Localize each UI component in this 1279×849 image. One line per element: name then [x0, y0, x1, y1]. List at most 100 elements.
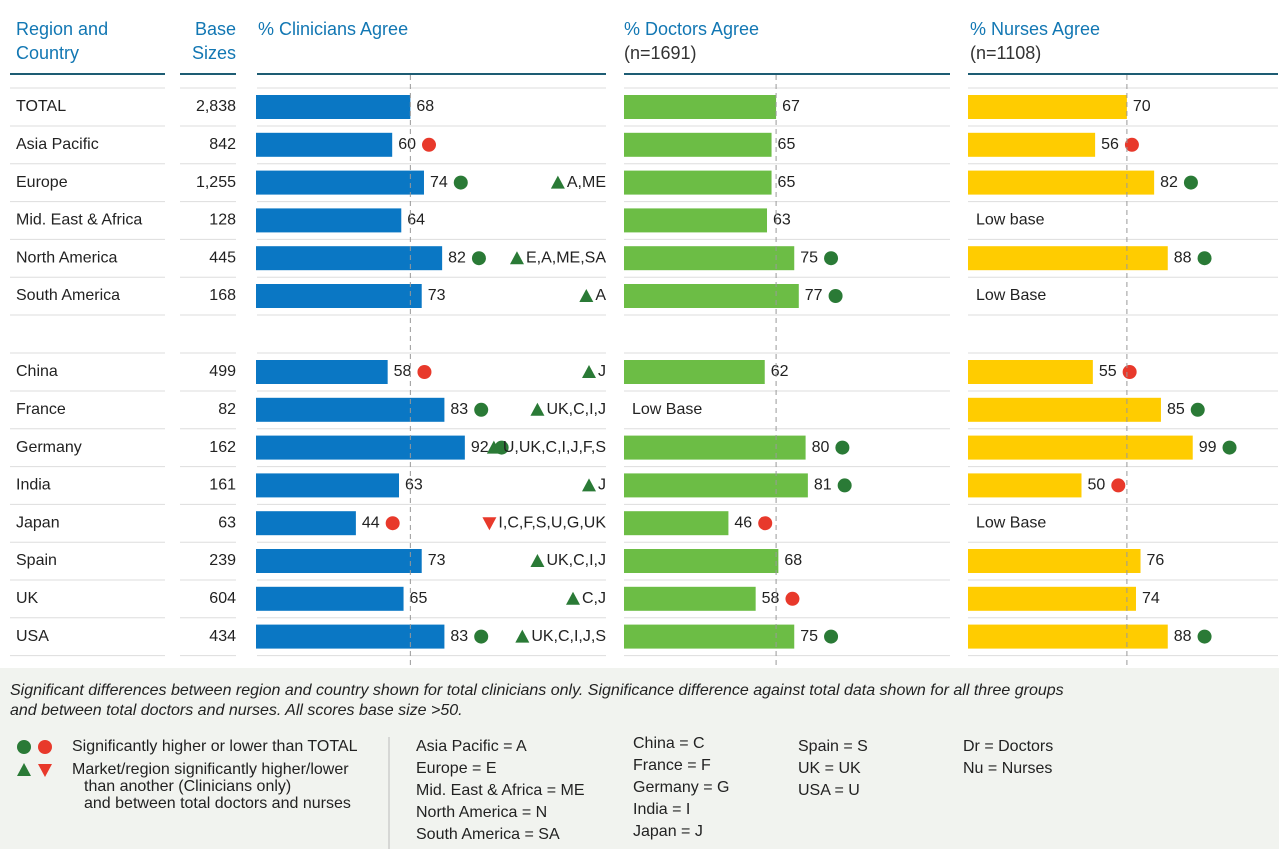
header: Region and	[16, 19, 108, 39]
sig-dot	[471, 251, 486, 266]
triangle	[582, 365, 596, 378]
value-label: 73	[428, 287, 446, 304]
region: USA	[16, 628, 49, 645]
header: Country	[16, 43, 79, 63]
abbreviation: UK = UK	[798, 760, 861, 777]
triangle	[550, 175, 565, 189]
bar	[256, 132, 393, 157]
bar	[624, 95, 777, 119]
base-size: 162	[209, 439, 236, 456]
sig-note: I,C,F,S,U,G,UK	[498, 514, 606, 531]
value-label: 68	[416, 98, 434, 115]
value-label: 46	[734, 514, 752, 531]
low-base: Low base	[976, 212, 1045, 229]
bar	[624, 624, 795, 649]
key-text: Market/region significantly higher/lower	[72, 761, 349, 778]
base-size: 239	[209, 552, 236, 569]
sig-dot	[1222, 440, 1237, 455]
base-size: 499	[209, 363, 236, 380]
abbreviation: USA = U	[798, 782, 860, 799]
value-label: 81	[814, 477, 832, 494]
sig-note: UK,C,I,J	[546, 552, 606, 569]
region: India	[16, 477, 51, 494]
bar	[256, 397, 445, 422]
base-size: 434	[209, 628, 236, 645]
triangle	[582, 478, 596, 492]
abbreviation: France = F	[633, 757, 711, 774]
value-label: 68	[784, 552, 802, 569]
sig-dot	[1197, 251, 1212, 266]
base-size: 842	[209, 136, 236, 153]
bar	[968, 246, 1168, 271]
key-dot	[38, 740, 52, 754]
region: Asia Pacific	[16, 136, 99, 153]
base-size: 63	[218, 514, 236, 531]
sig-dot	[1190, 402, 1205, 417]
value-label: 70	[1133, 98, 1151, 115]
bar	[968, 624, 1168, 649]
bar	[624, 549, 779, 573]
sig-dot	[474, 402, 489, 417]
triangle	[579, 289, 594, 302]
region: Japan	[16, 514, 60, 531]
value-label: 62	[771, 363, 789, 380]
footnote: and between total doctors and nurses. Al…	[10, 702, 463, 719]
value-label: 65	[778, 136, 796, 153]
sig-dot	[453, 175, 468, 190]
abbreviation: Spain = S	[798, 738, 868, 755]
key-text: Significantly higher or lower than TOTAL	[72, 738, 358, 755]
value-label: 63	[405, 477, 423, 494]
sig-note: UK,C,I,J	[546, 401, 606, 418]
sig-dot	[385, 516, 400, 531]
base-size: 2,838	[196, 98, 236, 115]
base-size: 128	[209, 212, 236, 229]
sig-note: J	[598, 477, 606, 494]
bar	[256, 624, 445, 649]
bar	[624, 473, 808, 498]
sig-note: C,J	[582, 590, 606, 607]
sig-dot	[1111, 478, 1126, 493]
value-label: 55	[1099, 363, 1117, 380]
low-base: Low Base	[976, 287, 1046, 304]
header: (n=1691)	[624, 43, 697, 63]
bar	[624, 246, 795, 271]
abbreviation: Germany = G	[633, 779, 729, 796]
region: Spain	[16, 552, 57, 569]
bar	[256, 435, 465, 460]
abbreviation: Mid. East & Africa = ME	[416, 782, 585, 799]
region: UK	[16, 590, 39, 607]
value-label: 50	[1088, 477, 1106, 494]
bar	[968, 435, 1193, 460]
key-text: than another (Clinicians only)	[84, 778, 291, 795]
bar	[624, 360, 765, 384]
value-label: 44	[362, 514, 380, 531]
triangle	[482, 517, 497, 531]
bar	[624, 208, 768, 233]
bar	[256, 284, 422, 308]
triangle	[530, 402, 545, 416]
abbreviation: South America = SA	[416, 826, 560, 843]
sig-dot	[1124, 137, 1139, 152]
bar	[256, 170, 424, 195]
region: North America	[16, 249, 117, 266]
bar	[624, 435, 806, 460]
base-size: 1,255	[196, 174, 236, 191]
value-label: 99	[1199, 439, 1217, 456]
low-base: Low Base	[976, 514, 1046, 531]
value-label: 58	[762, 590, 780, 607]
sig-dot	[421, 137, 436, 152]
value-label: 74	[1142, 590, 1160, 607]
bar	[624, 284, 799, 308]
bar	[256, 208, 402, 233]
base-size: 445	[209, 249, 236, 266]
value-label: 60	[398, 136, 416, 153]
footer-box	[0, 668, 1279, 849]
bar	[256, 473, 400, 498]
value-label: 75	[800, 628, 818, 645]
value-label: 88	[1174, 249, 1192, 266]
sig-dot	[837, 478, 852, 493]
value-label: 85	[1167, 401, 1185, 418]
value-label: 74	[430, 174, 448, 191]
bar	[624, 511, 729, 536]
